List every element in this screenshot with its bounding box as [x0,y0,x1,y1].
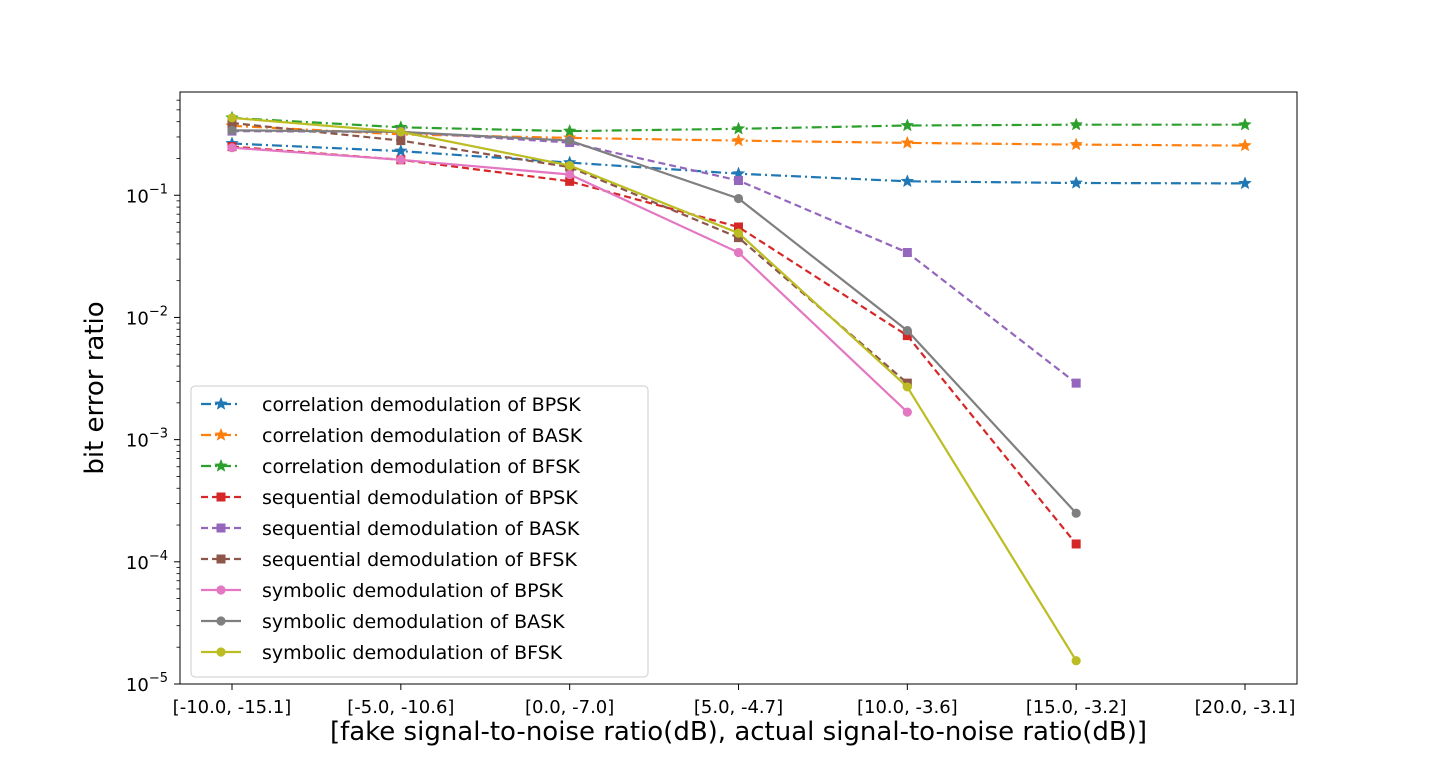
x-tick-label: [15.0, -3.2] [1026,697,1127,718]
plot-area [225,110,1252,666]
legend-marker [216,647,226,657]
data-point [1071,378,1081,388]
legend-label: sequential demodulation of BPSK [262,487,578,509]
legend-marker [214,427,228,441]
x-axis-title: [fake signal-to-noise ratio(dB), actual … [330,717,1147,747]
x-tick-label: [0.0, -7.0] [525,697,614,718]
y-tick-label: 10−5 [126,671,168,696]
x-tick-label: [20.0, -3.1] [1195,697,1296,718]
data-point [1238,138,1252,152]
series-9 [227,113,1081,666]
series-line [231,129,1078,514]
legend-marker [214,458,228,472]
legend-marker [214,396,228,410]
data-point [900,118,915,132]
data-point [1238,176,1252,190]
legend-item: correlation demodulation of BASK [201,425,583,447]
legend-marker [216,554,226,564]
data-point [565,136,575,146]
legend-item: symbolic demodulation of BPSK [201,580,564,602]
data-point [734,176,743,186]
data-point [731,133,746,147]
data-point [393,143,408,157]
legend-item: symbolic demodulation of BFSK [201,642,563,664]
series-line [231,121,909,384]
y-tick-label: 10−2 [126,304,168,329]
data-point [227,125,237,135]
data-point [900,135,915,149]
y-axis-title: bit error ratio [80,301,110,474]
data-point [1071,539,1081,549]
axes: [-10.0, -15.1] [-5.0, -10.6] [0.0, -7.0] [5… [126,91,1298,718]
data-point [902,331,912,341]
data-point [902,382,912,392]
legend-item: correlation demodulation of BFSK [201,456,580,478]
legend-label: correlation demodulation of BASK [262,425,583,447]
x-tick-label: [5.0, -4.7] [694,697,783,718]
data-point [227,118,237,128]
data-point [902,248,912,258]
legend-label: correlation demodulation of BFSK [262,456,580,478]
series-line [231,130,1077,384]
data-point [1238,117,1252,131]
series-line [231,116,1078,662]
x-tick-label: [-5.0, -10.6] [347,697,454,718]
data-point [733,247,744,258]
data-point [1069,175,1084,189]
y-tick-label: 10−4 [126,549,168,574]
data-point [1069,137,1084,151]
data-point [565,160,575,171]
legend-marker [216,523,226,533]
legend-label: symbolic demodulation of BASK [262,611,565,633]
data-point [900,174,915,188]
data-point [902,326,912,336]
data-point [731,121,746,135]
legend-box [190,385,649,678]
data-point [227,113,237,123]
legend-item: sequential demodulation of BFSK [201,549,577,571]
data-point [733,228,744,238]
legend: correlation demodulation of BPSK correlat… [190,385,649,678]
series-line [231,145,1078,545]
data-point [1071,508,1081,518]
y-tick-label: 10−3 [126,427,168,452]
data-point [562,123,577,137]
legend-label: symbolic demodulation of BFSK [262,642,563,664]
data-point [396,155,406,165]
data-point [227,143,237,153]
x-tick-label: [10.0, -3.6] [857,697,958,718]
legend-item: symbolic demodulation of BASK [201,611,565,633]
data-point [1071,656,1081,666]
legend-item: sequential demodulation of BASK [201,518,580,540]
y-tick-label: 10−1 [126,182,168,207]
legend-label: sequential demodulation of BFSK [262,549,577,571]
legend-marker [216,585,226,595]
series-8 [227,125,1081,518]
data-point [734,222,743,232]
x-tick-label: [-10.0, -15.1] [173,697,292,718]
data-point [902,407,912,417]
legend-label: sequential demodulation of BASK [262,518,580,540]
data-point [396,136,406,146]
legend-label: correlation demodulation of BPSK [262,394,581,416]
legend-marker [216,492,226,502]
data-point [733,193,744,204]
series-7 [227,143,912,417]
data-point [396,127,406,137]
legend-label: symbolic demodulation of BPSK [262,580,564,602]
legend-item: sequential demodulation of BPSK [201,487,578,509]
data-point [565,169,575,180]
legend-item: correlation demodulation of BPSK [201,394,581,416]
data-point [1069,117,1084,131]
legend-marker [216,616,226,626]
data-point [565,176,575,186]
